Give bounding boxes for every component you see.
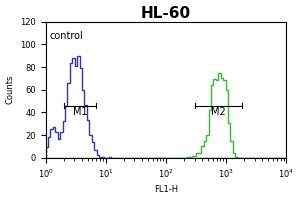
Text: M1: M1	[73, 107, 87, 117]
X-axis label: FL1-H: FL1-H	[154, 185, 178, 194]
Y-axis label: Counts: Counts	[6, 75, 15, 104]
Text: control: control	[49, 31, 83, 41]
Text: M2: M2	[211, 107, 226, 117]
Title: HL-60: HL-60	[141, 6, 191, 21]
